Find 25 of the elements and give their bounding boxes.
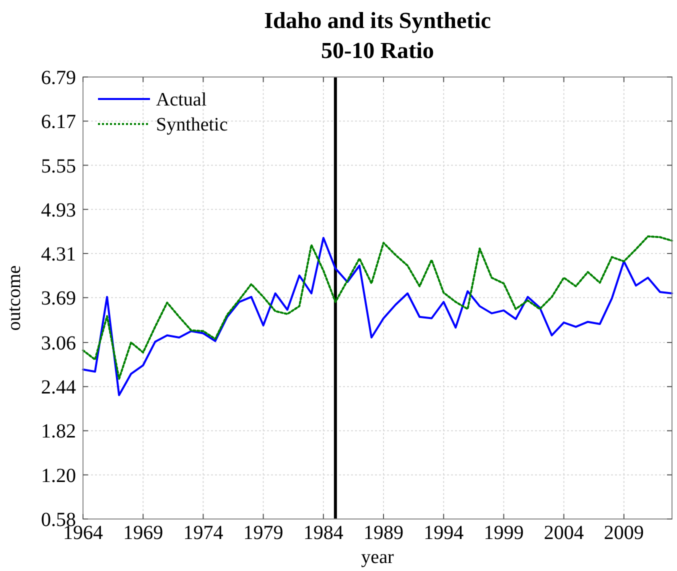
legend-label: Actual (156, 90, 207, 111)
chart-title: Idaho and its Synthetic (264, 8, 491, 33)
y-tick-label: 3.06 (41, 332, 76, 354)
x-tick-label: 1994 (424, 522, 464, 544)
x-tick-label: 1979 (243, 522, 284, 544)
x-tick-label: 1999 (484, 522, 524, 544)
x-tick-label: 1984 (303, 522, 344, 544)
legend-label: Synthetic (156, 114, 228, 136)
y-tick-label: 3.69 (41, 288, 76, 310)
y-axis-title: outcome (4, 265, 25, 331)
x-tick-label: 2004 (544, 522, 584, 544)
y-tick-label: 2.44 (41, 376, 76, 399)
y-tick-label: 1.82 (41, 420, 76, 443)
x-tick-label: 2009 (604, 522, 644, 544)
x-tick-label: 1989 (364, 522, 404, 544)
chart-subtitle: 50-10 Ratio (320, 38, 434, 63)
y-tick-label: 4.93 (41, 199, 76, 222)
x-tick-label: 1974 (183, 522, 224, 544)
y-tick-label: 6.79 (41, 67, 76, 89)
x-axis-title: year (361, 547, 395, 568)
x-tick-label: 1969 (123, 522, 164, 544)
y-tick-label: 1.20 (41, 464, 76, 487)
y-tick-label: 5.55 (41, 155, 76, 178)
y-tick-label: 4.31 (41, 244, 76, 266)
y-tick-label: 6.17 (41, 111, 76, 134)
